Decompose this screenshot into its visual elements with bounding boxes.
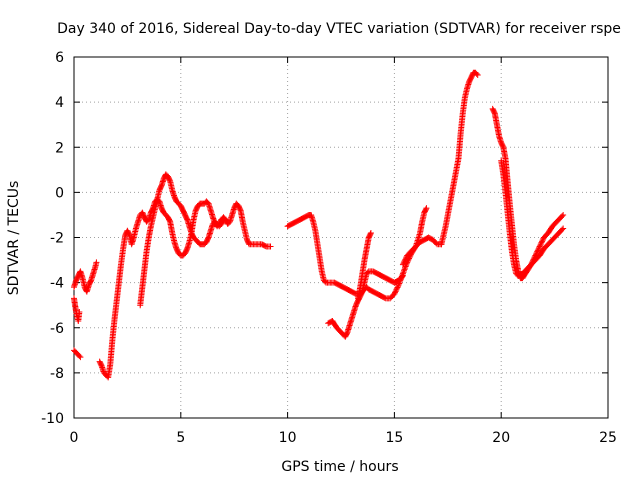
axis-ticks xyxy=(73,56,609,419)
series-trace-2 xyxy=(71,259,100,295)
data-point xyxy=(423,205,430,212)
data-point xyxy=(395,283,402,290)
data-point xyxy=(166,176,173,183)
x-tick-label: 25 xyxy=(599,430,617,446)
data-point xyxy=(93,259,100,266)
y-tick-label: 6 xyxy=(55,50,64,66)
data-point xyxy=(539,238,546,245)
data-point xyxy=(536,244,543,251)
data-point xyxy=(402,256,409,263)
data-point xyxy=(399,261,406,268)
data-point xyxy=(401,257,408,264)
data-point xyxy=(166,217,173,224)
data-point xyxy=(422,206,429,213)
y-tick-label: -4 xyxy=(50,276,64,292)
data-point xyxy=(402,264,409,271)
series-trace-3 xyxy=(71,347,84,361)
data-point xyxy=(267,243,274,250)
data-point xyxy=(473,70,480,77)
series-trace-8 xyxy=(355,229,374,302)
data-point xyxy=(402,255,409,262)
data-marks xyxy=(71,69,567,381)
data-point xyxy=(76,308,83,315)
data-point xyxy=(393,287,400,294)
y-tick-label: -2 xyxy=(50,231,64,247)
data-point xyxy=(76,352,83,359)
series-trace-7 xyxy=(325,234,445,340)
data-point xyxy=(367,229,374,236)
data-point xyxy=(559,226,566,233)
data-point xyxy=(393,285,400,292)
data-point xyxy=(400,269,407,276)
data-point xyxy=(77,354,84,361)
data-point xyxy=(399,270,406,277)
series-trace-5 xyxy=(137,171,227,309)
data-point xyxy=(397,277,404,284)
x-tick-label: 5 xyxy=(176,430,185,446)
data-point xyxy=(395,281,402,288)
y-tick-labels: -10 -8 -6 -4 -2 0 2 4 6 xyxy=(41,50,64,427)
data-point xyxy=(491,109,498,116)
data-point xyxy=(398,273,405,280)
x-tick-label: 15 xyxy=(385,430,403,446)
data-point xyxy=(237,206,244,213)
data-point xyxy=(219,217,226,224)
data-point xyxy=(392,288,399,295)
data-point xyxy=(534,247,541,254)
series-trace-4 xyxy=(96,196,274,381)
x-tick-label: 0 xyxy=(70,430,79,446)
x-tick-label: 20 xyxy=(492,430,510,446)
data-point xyxy=(474,72,481,79)
data-point xyxy=(537,242,544,249)
data-point xyxy=(559,213,566,220)
data-point xyxy=(397,276,404,283)
series-trace-12 xyxy=(498,157,567,279)
data-point xyxy=(535,246,542,253)
data-point xyxy=(539,237,546,244)
data-point xyxy=(399,272,406,279)
data-point xyxy=(400,260,407,267)
data-point xyxy=(398,274,405,281)
chart-title: Day 340 of 2016, Sidereal Day-to-day VTE… xyxy=(57,21,621,37)
data-point xyxy=(396,279,403,286)
x-axis-label: GPS time / hours xyxy=(281,459,398,475)
x-tick-labels: 0 5 10 15 20 25 xyxy=(70,430,617,446)
y-axis-label: SDTVAR / TECUs xyxy=(6,181,22,296)
data-point xyxy=(401,266,408,273)
data-point xyxy=(560,211,567,218)
data-point xyxy=(220,216,227,223)
data-point xyxy=(560,225,567,232)
data-point xyxy=(499,143,506,150)
data-point xyxy=(391,290,398,297)
data-point xyxy=(537,240,544,247)
y-tick-label: 4 xyxy=(55,95,64,111)
y-tick-label: -6 xyxy=(50,321,64,337)
x-tick-label: 10 xyxy=(279,430,297,446)
data-point xyxy=(538,239,545,246)
data-point xyxy=(367,231,374,238)
data-point xyxy=(126,231,133,238)
data-point xyxy=(394,284,401,291)
series-trace-9 xyxy=(399,205,430,268)
y-tick-label: 0 xyxy=(55,185,64,201)
y-tick-label: -10 xyxy=(41,411,64,427)
data-point xyxy=(401,267,408,274)
grid xyxy=(74,57,608,418)
series-trace-1 xyxy=(71,295,83,324)
y-tick-label: 2 xyxy=(55,140,64,156)
series-trace-10 xyxy=(438,69,481,248)
y-tick-label: -8 xyxy=(50,366,64,382)
data-point xyxy=(396,280,403,287)
data-point xyxy=(536,243,543,250)
series-trace-6 xyxy=(284,211,406,297)
data-point xyxy=(401,258,408,265)
data-point xyxy=(392,289,399,296)
